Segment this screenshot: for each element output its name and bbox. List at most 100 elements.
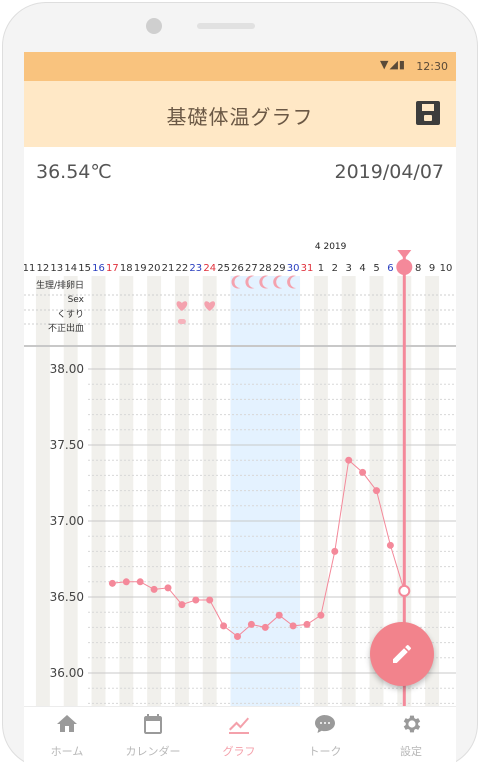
y-tick-label: 37.50 — [50, 438, 84, 452]
temperature-point[interactable] — [192, 596, 200, 604]
day-label[interactable]: 27 — [245, 263, 258, 274]
calendar-icon — [144, 714, 162, 734]
temperature-point[interactable] — [373, 487, 380, 495]
day-label[interactable]: 5 — [373, 263, 379, 274]
temperature-point[interactable] — [178, 601, 186, 609]
nav-home[interactable]: ホーム — [24, 707, 110, 770]
day-label[interactable]: 22 — [176, 263, 189, 274]
temperature-point[interactable] — [206, 596, 214, 604]
earpiece-speaker — [197, 23, 255, 29]
period-moon-icon — [259, 275, 269, 289]
day-column-stripe — [91, 276, 106, 706]
day-column-stripe — [63, 276, 78, 706]
temperature-point[interactable] — [331, 547, 339, 555]
day-label[interactable]: 21 — [162, 263, 175, 274]
temperature-point[interactable] — [234, 633, 241, 641]
signal-icons: ▼◢▮ — [380, 58, 406, 71]
day-label[interactable]: 3 — [346, 263, 352, 274]
day-label[interactable]: 4 — [359, 263, 365, 274]
day-label[interactable]: 13 — [50, 263, 63, 274]
chat-icon — [315, 715, 335, 733]
edit-fab-button[interactable] — [370, 622, 434, 686]
nav-talk[interactable]: トーク — [282, 707, 368, 770]
y-tick-label: 37.00 — [50, 514, 84, 528]
bottom-navigation: ホーム カレンダー グラフ トーク 設定 — [24, 706, 456, 770]
selected-day-highlight — [396, 259, 413, 275]
month-year-label: 4 2019 — [315, 242, 347, 252]
status-time: 12:30 — [416, 60, 448, 73]
chart-icon — [229, 717, 249, 734]
temperature-point[interactable] — [136, 578, 144, 586]
selected-temperature-point[interactable] — [398, 584, 411, 597]
home-icon — [57, 715, 77, 732]
day-label[interactable]: 9 — [429, 263, 435, 274]
day-label[interactable]: 26 — [231, 263, 244, 274]
pill-icon — [177, 319, 186, 324]
period-moon-icon — [231, 275, 241, 289]
period-moon-icon — [287, 275, 297, 289]
temperature-point[interactable] — [164, 584, 172, 592]
y-tick-label: 36.00 — [50, 666, 84, 680]
save-icon[interactable] — [416, 101, 440, 125]
record-row-label: 生理/排卵日 — [36, 279, 84, 291]
front-camera — [146, 18, 162, 34]
day-label[interactable]: 29 — [273, 263, 286, 274]
day-label[interactable]: 20 — [148, 263, 161, 274]
temperature-point[interactable] — [261, 623, 269, 631]
day-label[interactable]: 17 — [106, 263, 119, 274]
day-label[interactable]: 16 — [92, 263, 105, 274]
nav-calendar-label: カレンダー — [125, 745, 181, 758]
period-moon-icon — [273, 275, 283, 289]
app-screen: ▼◢▮ 12:30 基礎体温グラフ 36.54℃ 2019/04/07 38.0… — [24, 52, 456, 770]
day-label[interactable]: 6 — [387, 263, 393, 274]
temperature-point[interactable] — [275, 611, 283, 619]
day-label[interactable]: 12 — [37, 263, 50, 274]
day-label[interactable]: 2 — [332, 263, 338, 274]
nav-settings[interactable]: 設定 — [368, 707, 454, 770]
day-label[interactable]: 10 — [440, 263, 453, 274]
day-label[interactable]: 1 — [318, 263, 324, 274]
temperature-point[interactable] — [108, 579, 116, 587]
day-label[interactable]: 19 — [134, 263, 147, 274]
temperature-chart[interactable]: 38.0037.5037.0036.5036.0035.50生理/排卵日Sexく… — [24, 192, 456, 706]
temperature-point[interactable] — [386, 541, 394, 549]
selected-day-marker — [397, 250, 412, 259]
day-label[interactable]: 18 — [120, 263, 133, 274]
record-row-label: くすり — [57, 309, 84, 320]
day-label[interactable]: 8 — [415, 263, 421, 274]
record-row-label: 不正出血 — [48, 322, 84, 334]
temperature-point[interactable] — [220, 622, 228, 630]
temperature-point[interactable] — [359, 468, 367, 476]
day-label[interactable]: 14 — [64, 263, 77, 274]
temperature-point[interactable] — [289, 622, 297, 630]
nav-calendar[interactable]: カレンダー — [110, 707, 196, 770]
temperature-point[interactable] — [317, 611, 325, 619]
temperature-point[interactable] — [303, 620, 311, 628]
temperature-point[interactable] — [150, 585, 158, 593]
nav-home-label: ホーム — [50, 745, 84, 758]
heart-icon — [176, 301, 188, 311]
temperature-point[interactable] — [247, 620, 255, 628]
temperature-point[interactable] — [345, 456, 353, 464]
period-moon-icon — [245, 275, 255, 289]
nav-graph-label: グラフ — [222, 745, 256, 758]
day-column-stripe — [147, 276, 162, 706]
day-label[interactable]: 30 — [287, 263, 300, 274]
record-row-label: Sex — [68, 295, 85, 305]
day-label[interactable]: 23 — [189, 263, 202, 274]
day-label[interactable]: 11 — [24, 263, 35, 274]
status-bar: ▼◢▮ 12:30 — [24, 52, 456, 81]
temperature-line — [112, 459, 405, 638]
day-label[interactable]: 28 — [259, 263, 272, 274]
pencil-icon — [393, 644, 412, 663]
temperature-point[interactable] — [122, 578, 130, 586]
day-label[interactable]: 15 — [78, 263, 91, 274]
day-label[interactable]: 31 — [301, 263, 314, 274]
day-label[interactable]: 25 — [217, 263, 230, 274]
y-tick-label: 38.00 — [50, 362, 84, 376]
day-label[interactable]: 24 — [203, 263, 216, 274]
nav-graph[interactable]: グラフ — [196, 707, 282, 770]
nav-settings-label: 設定 — [400, 745, 422, 758]
y-tick-label: 36.50 — [50, 590, 84, 604]
